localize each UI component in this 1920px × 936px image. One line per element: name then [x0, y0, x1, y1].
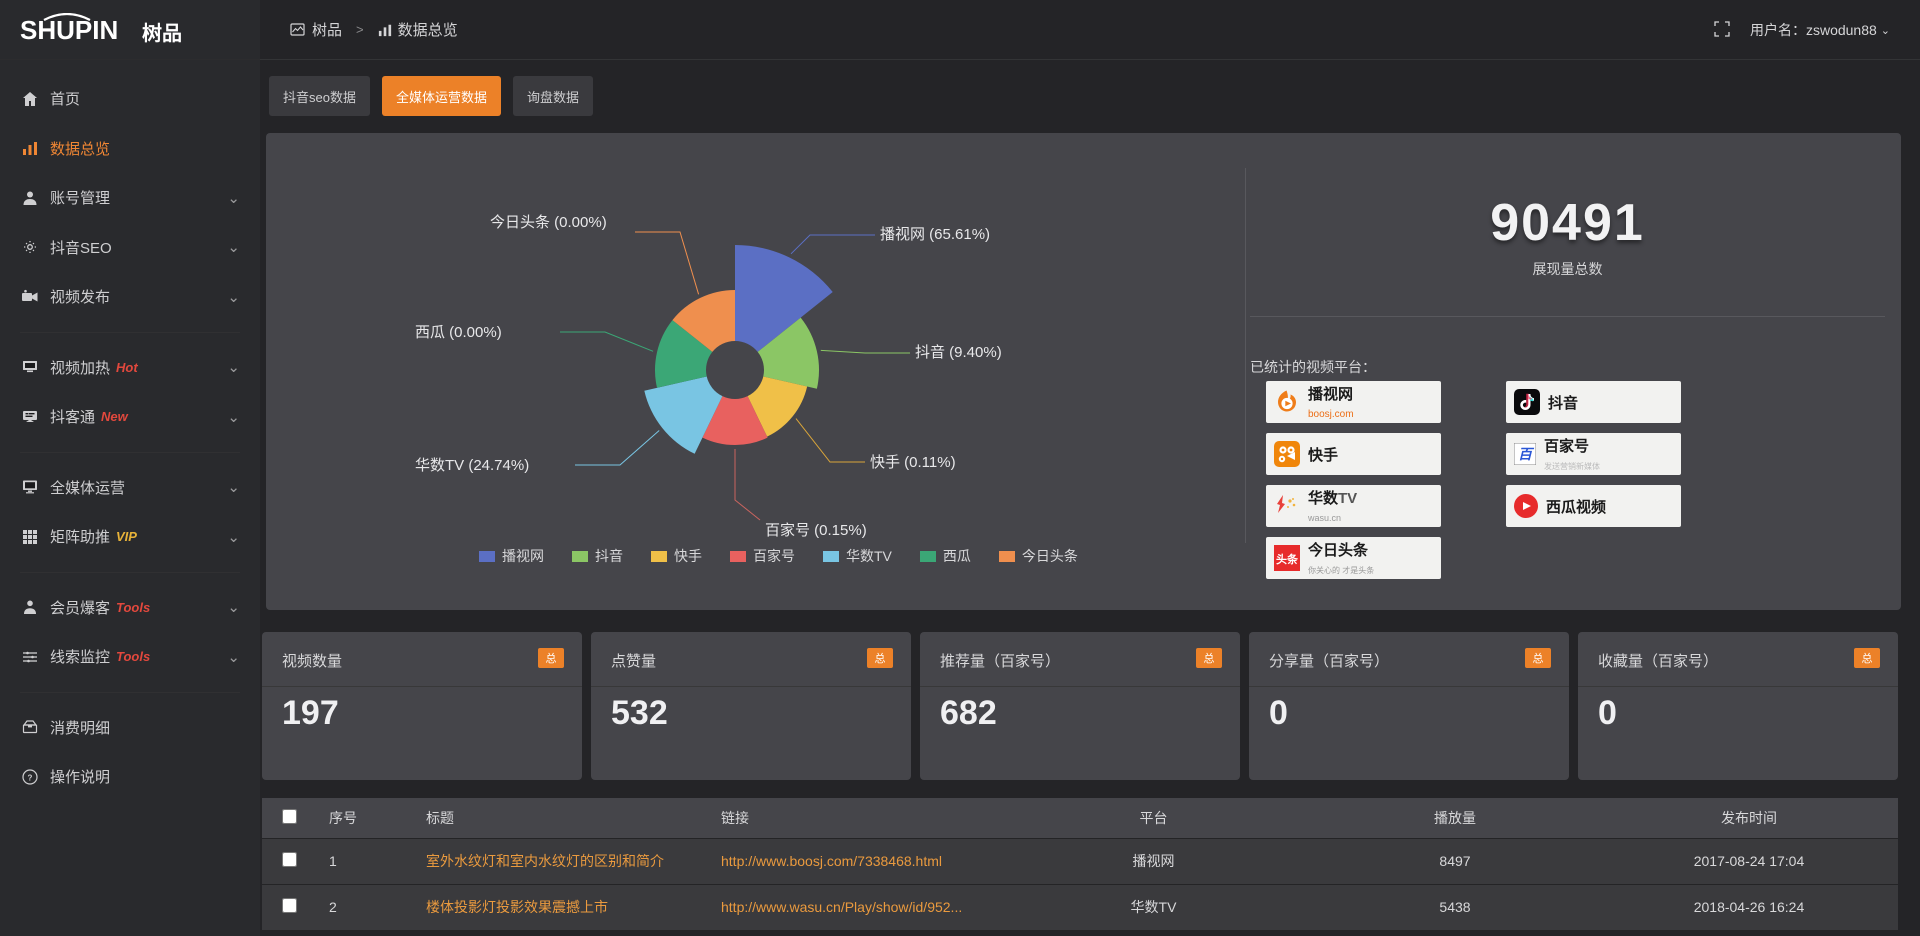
svg-text:百家号 (0.15%): 百家号 (0.15%)	[765, 522, 867, 539]
svg-text:快手 (0.11%): 快手 (0.11%)	[870, 454, 956, 471]
svg-text:头条: 头条	[1276, 552, 1299, 566]
svg-text:播视网 (65.61%): 播视网 (65.61%)	[880, 226, 990, 243]
svg-text:SHUPIN: SHUPIN	[20, 15, 118, 45]
svg-text:今日头条 (0.00%): 今日头条 (0.00%)	[490, 214, 607, 231]
svg-text:华数TV (24.74%): 华数TV (24.74%)	[415, 457, 529, 474]
svg-text:?: ?	[28, 773, 33, 782]
svg-text:抖音 (9.40%): 抖音 (9.40%)	[915, 344, 1002, 361]
svg-text:树品: 树品	[142, 22, 182, 45]
svg-text:西瓜 (0.00%): 西瓜 (0.00%)	[415, 324, 502, 341]
